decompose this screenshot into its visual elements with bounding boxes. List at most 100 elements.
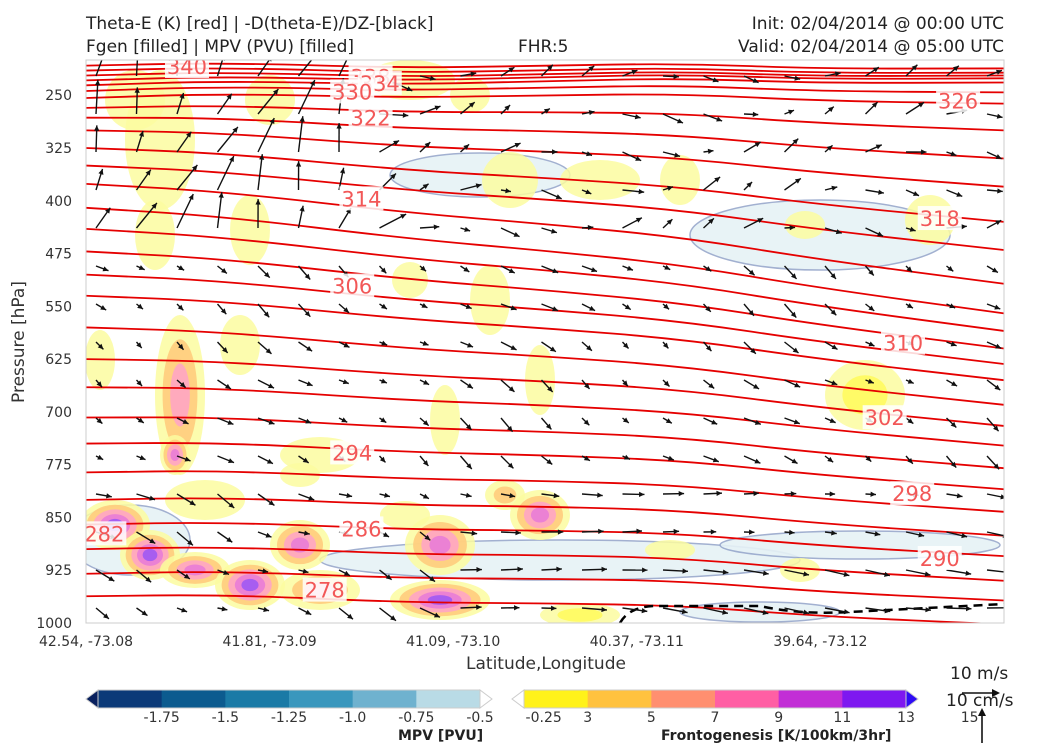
wind-arrowhead (94, 79, 101, 86)
wind-arrowhead (94, 125, 100, 131)
wind-arrowhead (803, 609, 809, 615)
wind-arrowhead (343, 570, 350, 576)
wind-arrowhead (136, 342, 142, 349)
wind-arrowhead (177, 304, 184, 311)
wind-arrowhead (961, 533, 968, 539)
wind-arrowhead (831, 380, 838, 386)
wind-arrowhead (141, 610, 148, 616)
wind-arrowhead (429, 576, 436, 582)
theta-e-contour (86, 294, 1004, 382)
theta-e-contour (86, 273, 1004, 365)
wind-arrowhead (476, 567, 482, 573)
wind-arrowhead (834, 71, 841, 77)
contour-label: 286 (341, 517, 381, 541)
wind-arrowhead (597, 492, 603, 498)
wind-arrowhead (585, 189, 592, 195)
wind-arrowhead (753, 490, 759, 497)
fgen-tick: 15 (961, 710, 979, 726)
wind-arrow (95, 79, 99, 115)
wind-arrowhead (186, 131, 192, 138)
wind-arrowhead (996, 69, 1002, 75)
mpv-tick: -0.75 (398, 710, 434, 726)
theta-e-contour (86, 147, 1004, 223)
wind-arrowhead (553, 493, 560, 499)
contour-label: 340 (167, 55, 207, 79)
wind-arrowhead (829, 418, 836, 423)
wind-arrowhead (420, 265, 427, 272)
wind-arrowhead (663, 380, 670, 387)
wind-arrowhead (912, 191, 919, 196)
wind-arrowhead (950, 461, 957, 468)
wind-arrowhead (831, 185, 838, 191)
wind-arrowhead (790, 311, 797, 318)
wind-arrowhead (748, 529, 755, 535)
wind-vectors (94, 51, 1004, 622)
contour-label-bg (917, 206, 962, 231)
wind-reference-horizontal: 10 m/s (950, 664, 1009, 684)
wind-arrowhead (867, 378, 874, 384)
fill-blob (660, 155, 700, 205)
wind-arrowhead (137, 303, 144, 310)
title-line-1: Theta-E (K) [red] | -D(theta-E)/DZ-[blac… (86, 14, 434, 34)
wind-arrowhead (263, 606, 270, 612)
wind-arrowhead (224, 383, 231, 390)
wind-arrowhead (708, 218, 714, 224)
contour-label: 278 (305, 579, 345, 603)
wind-arrow (216, 155, 235, 191)
theta-e-contour (86, 78, 1004, 87)
plot-frame (85, 59, 1005, 624)
wind-arrowhead (911, 64, 918, 71)
wind-arrowhead (557, 529, 564, 535)
wind-arrowhead (422, 460, 429, 466)
wind-arrowhead (463, 144, 470, 150)
wind-arrowhead (465, 424, 472, 430)
wind-arrowhead (586, 151, 592, 157)
mpv-colorbar: -1.75 -1.5 -1.25 -1.0 -0.75 -0.5 -0.25 (85, 689, 562, 726)
wind-arrowhead (949, 303, 956, 309)
mpv-swatch (352, 690, 417, 708)
y-tick-label: 850 (45, 510, 72, 526)
wind-arrowhead (757, 218, 764, 224)
wind-arrowhead (642, 567, 648, 573)
wind-arrowhead (827, 106, 834, 113)
wind-arrowhead (991, 267, 998, 273)
wind-arrowhead (313, 51, 318, 57)
wind-arrowhead (380, 303, 387, 309)
wind-arrowhead (997, 188, 1003, 194)
wind-arrowhead (830, 309, 837, 316)
y-tick-label: 1000 (36, 616, 72, 632)
wind-arrowhead (996, 113, 1003, 119)
wind-arrowhead (712, 77, 719, 83)
theta-e-contour (86, 546, 1004, 582)
wind-arrowhead (884, 608, 891, 614)
x-axis-ticks: 42.54, -73.08 41.81, -73.09 41.09, -73.10 4… (39, 634, 868, 650)
y-tick-label: 325 (45, 141, 72, 157)
y-axis-ticks: 250 325 400 475 550 625 700 775 850 925 1000 (36, 88, 72, 632)
fill-blob (450, 77, 490, 113)
wind-arrowhead (268, 419, 275, 425)
wind-arrowhead (624, 304, 631, 310)
y-tick-label: 250 (45, 88, 72, 104)
wind-arrowhead (993, 425, 999, 432)
wind-arrowhead (918, 532, 925, 538)
fgen-tick: 7 (711, 710, 720, 726)
wind-arrowhead (191, 164, 198, 171)
wind-arrowhead (299, 205, 305, 212)
wind-arrowhead (762, 570, 769, 576)
wind-arrowhead (552, 268, 559, 274)
wind-arrowhead (953, 65, 959, 72)
wind-arrowhead (187, 539, 193, 546)
wind-arrowhead (790, 491, 797, 497)
wind-arrowhead (826, 145, 833, 151)
wind-arrowhead (878, 189, 884, 195)
wind-arrowhead (343, 307, 349, 313)
wind-arrowhead (105, 207, 111, 214)
wind-arrowhead (994, 304, 1001, 310)
wind-arrowhead (179, 92, 185, 99)
wind-arrowhead (266, 458, 273, 464)
theta-e-contour (86, 571, 1004, 602)
wind-arrowhead (705, 345, 712, 352)
wind-arrowhead (907, 378, 914, 384)
wind-arrowhead (138, 130, 144, 137)
init-time: Init: 02/04/2014 @ 00:00 UTC (751, 14, 1004, 34)
